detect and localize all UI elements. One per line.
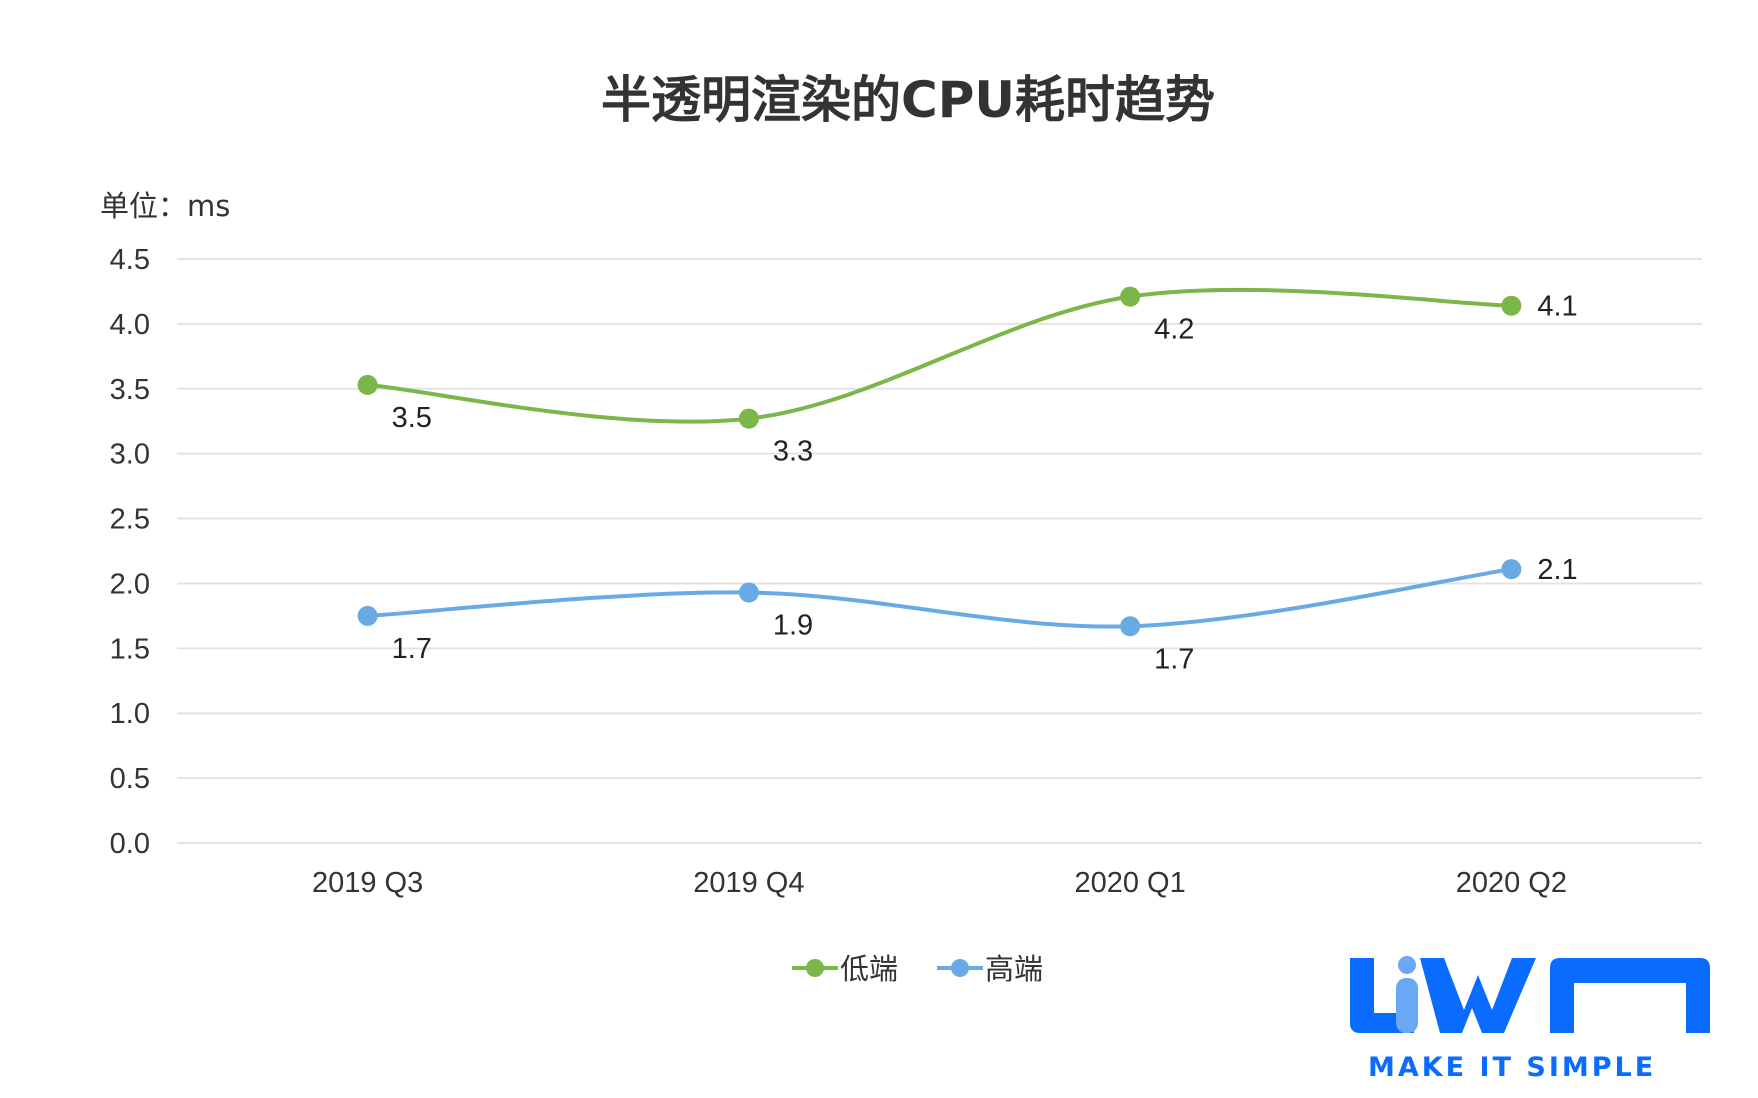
chart-title: 半透明渲染的CPU耗时趋势 [601, 71, 1215, 129]
logo-letter-i [1396, 978, 1418, 1033]
y-tick-label: 3.5 [110, 374, 150, 406]
data-label: 4.1 [1537, 291, 1577, 323]
legend-label: 高端 [985, 952, 1043, 986]
data-label: 2.1 [1537, 554, 1577, 586]
data-point [738, 582, 759, 603]
y-tick-label: 1.0 [110, 698, 150, 730]
x-tick-label: 2019 Q4 [693, 867, 804, 899]
y-tick-label: 2.0 [110, 568, 150, 600]
data-point [1501, 295, 1522, 316]
logo-letter-w [1420, 958, 1536, 1033]
series-line [367, 287, 1512, 424]
y-tick-label: 4.0 [110, 309, 150, 341]
data-point [738, 408, 759, 429]
data-point [357, 374, 378, 395]
y-tick-label: 4.5 [110, 244, 150, 276]
data-label: 1.9 [773, 610, 813, 642]
logo-dot [1398, 956, 1416, 974]
logo-letter-a [1550, 958, 1710, 1033]
y-tick-label: 2.5 [110, 504, 150, 536]
series-line [367, 567, 1512, 629]
data-label: 1.7 [392, 633, 432, 665]
y-tick-label: 0.5 [110, 763, 150, 795]
y-tick-label: 0.0 [110, 828, 150, 860]
data-point [1501, 559, 1522, 580]
legend-marker [951, 959, 969, 977]
data-point [357, 605, 378, 626]
legend-marker [806, 959, 824, 977]
liwa-logo: MAKE IT SIMPLE [1350, 956, 1710, 1083]
x-tick-label: 2020 Q2 [1456, 867, 1567, 899]
x-tick-label: 2019 Q3 [312, 867, 423, 899]
y-tick-label: 3.0 [110, 439, 150, 471]
data-label: 3.5 [392, 402, 432, 434]
data-point [1120, 286, 1141, 307]
data-label: 3.3 [773, 436, 813, 468]
legend-label: 低端 [840, 952, 898, 986]
data-label: 1.7 [1154, 643, 1194, 675]
logo-tagline: MAKE IT SIMPLE [1368, 1052, 1656, 1083]
y-tick-label: 1.5 [110, 633, 150, 665]
unit-label: 单位：ms [100, 189, 230, 223]
data-label: 4.2 [1154, 314, 1194, 346]
data-point [1120, 616, 1141, 637]
x-tick-label: 2020 Q1 [1074, 867, 1185, 899]
